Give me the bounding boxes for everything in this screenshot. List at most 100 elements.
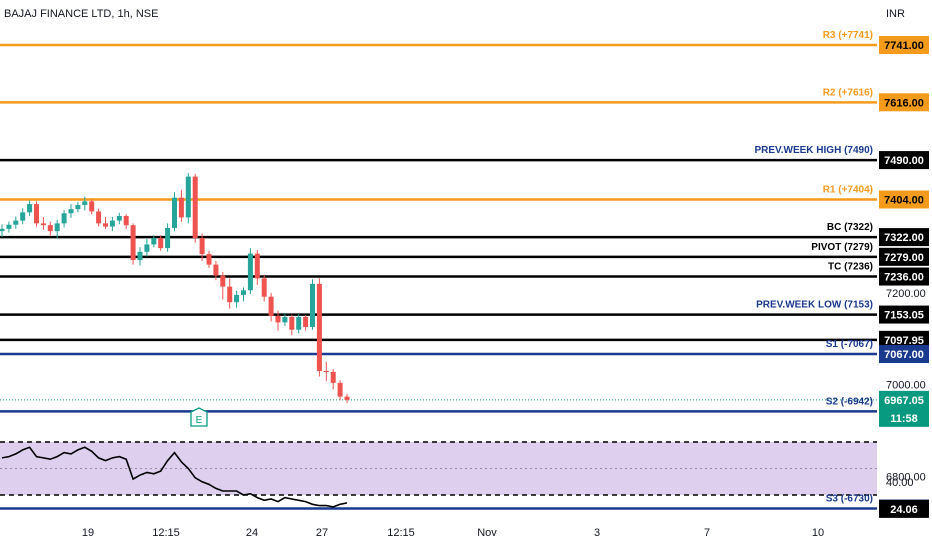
pivot-level-labels: R3 (+7741) R2 (+7616) PREV.WEEK HIGH (7490… xyxy=(754,30,873,505)
candle-body-27 xyxy=(185,176,191,218)
candle-body-7 xyxy=(47,225,53,232)
chart-title: BAJAJ FINANCE LTD, 1h, NSE xyxy=(4,8,158,20)
currency-label: INR xyxy=(886,8,905,20)
candle-body-5 xyxy=(34,204,39,224)
level-label-3: R1 (+7404) xyxy=(823,185,873,196)
time-tick-6: 3 xyxy=(594,527,600,539)
candle-body-32 xyxy=(220,275,226,287)
level-tag-0-bg xyxy=(879,36,929,54)
level-tag-9: 7067.00 xyxy=(884,349,924,361)
candle-body-10 xyxy=(68,209,74,214)
time-tick-7: 7 xyxy=(704,527,710,539)
countdown-tag: 11:58 xyxy=(890,413,918,425)
level-tag-5-bg xyxy=(879,247,929,266)
candle-body-23 xyxy=(158,238,164,249)
event-marker-shape xyxy=(190,407,208,427)
candle-body-8 xyxy=(54,223,60,232)
candle-body-11 xyxy=(75,205,81,210)
level-label-9: S1 (-7067) xyxy=(826,339,873,350)
time-tick-0: 19 xyxy=(82,527,94,539)
level-tag-4-bg xyxy=(879,228,929,247)
rsi-value-tag-bg xyxy=(879,499,929,518)
candle-body-45 xyxy=(310,283,315,327)
price-tick-0: 6800.00 xyxy=(886,471,926,483)
level-tag-8: 7097.95 xyxy=(884,335,924,347)
level-tag-6-bg xyxy=(879,267,929,286)
level-label-6: TC (7236) xyxy=(828,262,873,273)
candle-body-49 xyxy=(337,382,343,397)
candle-body-9 xyxy=(61,213,67,224)
price-axis: 6800.00 7000.00 7200.00 40.00 xyxy=(886,288,926,489)
candle-body-31 xyxy=(213,264,219,276)
candle-body-36 xyxy=(247,253,253,291)
candle-body-50 xyxy=(344,396,350,400)
candle-body-6 xyxy=(40,223,46,226)
level-label-10: S2 (-6942) xyxy=(826,396,873,407)
level-label-11: S3 (-6730) xyxy=(826,494,873,505)
candle-body-33 xyxy=(227,286,233,303)
candle-body-43 xyxy=(296,316,302,330)
level-tag-0: 7741.00 xyxy=(884,40,924,52)
candlestick-series: E xyxy=(0,172,350,427)
candle-body-16 xyxy=(109,220,115,227)
rsi-pane xyxy=(0,441,877,508)
level-label-7: PREV.WEEK LOW (7153) xyxy=(756,300,873,311)
candle-body-4 xyxy=(27,204,33,213)
level-tag-9-bg xyxy=(879,345,929,364)
candle-body-22 xyxy=(151,238,157,245)
candle-body-26 xyxy=(178,197,184,218)
candle-body-44 xyxy=(303,316,309,327)
candle-body-48 xyxy=(330,371,336,383)
current-price-tag: 6967.05 xyxy=(884,395,924,407)
candle-body-40 xyxy=(275,315,281,323)
candle-body-29 xyxy=(199,238,205,255)
level-tag-8-bg xyxy=(879,330,929,349)
level-tag-6: 7236.00 xyxy=(884,272,924,284)
price-tick-2: 7200.00 xyxy=(886,288,926,300)
price-axis-tags: 7741.00 7616.00 7490.00 7404.00 7322.00 7279.… xyxy=(879,36,929,518)
candle-body-0 xyxy=(0,228,5,232)
current-price-tag-bg xyxy=(879,390,929,427)
rsi-tick: 40.00 xyxy=(886,477,914,489)
candle-body-46 xyxy=(316,283,322,371)
level-label-5: PIVOT (7279) xyxy=(811,242,873,253)
candle-body-3 xyxy=(20,212,26,221)
candle-body-20 xyxy=(137,251,143,261)
pivot-level-lines xyxy=(0,43,877,510)
level-tag-5: 7279.00 xyxy=(884,252,924,264)
candle-body-24 xyxy=(165,227,171,249)
price-tick-1: 7000.00 xyxy=(886,380,926,392)
time-axis: 19 12:15 24 27 12:15 Nov 3 7 10 xyxy=(82,527,824,539)
candle-body-19 xyxy=(130,225,136,261)
candle-body-39 xyxy=(268,296,274,316)
candle-body-18 xyxy=(123,216,129,226)
earnings-event-marker: E xyxy=(190,407,208,427)
candle-body-17 xyxy=(116,216,122,221)
candle-body-21 xyxy=(144,244,150,252)
level-tag-2-bg xyxy=(879,151,929,170)
event-marker-label: E xyxy=(196,415,203,426)
rsi-line xyxy=(1,446,348,508)
level-tag-7-bg xyxy=(879,305,929,324)
candle-body-14 xyxy=(96,211,102,224)
level-tag-1: 7616.00 xyxy=(884,97,924,109)
level-label-2: PREV.WEEK HIGH (7490) xyxy=(754,145,873,156)
candle-body-47 xyxy=(323,370,329,372)
candle-body-41 xyxy=(282,316,288,323)
candle-body-1 xyxy=(6,224,12,229)
level-label-0: R3 (+7741) xyxy=(823,30,873,41)
level-tag-1-bg xyxy=(879,93,929,112)
candle-body-30 xyxy=(206,254,212,265)
candle-body-34 xyxy=(234,294,240,303)
time-tick-1: 12:15 xyxy=(152,527,180,539)
candle-body-37 xyxy=(254,253,260,279)
time-tick-8: 10 xyxy=(812,527,824,539)
level-tag-7: 7153.05 xyxy=(884,310,924,322)
candle-body-15 xyxy=(103,223,108,227)
candle-body-2 xyxy=(13,220,19,225)
time-tick-4: 12:15 xyxy=(387,527,415,539)
candle-body-12 xyxy=(82,201,88,206)
time-tick-5: Nov xyxy=(477,527,497,539)
level-tag-2: 7490.00 xyxy=(884,155,924,167)
